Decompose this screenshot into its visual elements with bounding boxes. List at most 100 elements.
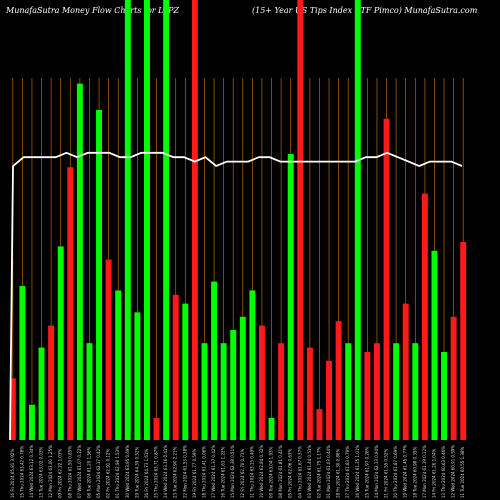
x-tick-label: 07 Wed 2024 61.07 0.22% [77, 445, 82, 498]
bar [96, 110, 103, 440]
x-tick-label: 14 Wed 2024 63.12 0.34% [29, 445, 34, 498]
x-tick-label: 19 Wed 2024 61.45 0.77% [403, 445, 408, 498]
bar [354, 0, 361, 440]
bar [201, 343, 208, 440]
bar [48, 325, 55, 440]
x-tick-label: 08 Mon 2024 61.81 0.41% [278, 445, 283, 498]
bar [76, 83, 83, 440]
x-tick-label: 05 Mon 2024 62.17 0.42% [96, 445, 101, 498]
bar [57, 246, 64, 440]
x-tick-label: 24 Mon 2024 62.13 0.94% [374, 445, 379, 498]
x-tick-label: 17 Mon 2024 61.19 0.12% [422, 445, 427, 498]
bar [38, 347, 45, 440]
bar [278, 343, 285, 440]
x-tick-label: 11 Tue 2024 60.55 1.38% [460, 446, 465, 498]
x-tick-label: 04 Thu 2024 61.67 0.37% [297, 446, 302, 498]
bar [153, 418, 160, 440]
bar [402, 303, 409, 440]
bar [172, 294, 179, 440]
x-tick-label: 22 Mon 2024 61.53 0.38% [182, 445, 187, 498]
x-tick-label: 13 Tue 2024 63.02 0.03% [39, 446, 44, 498]
bar [28, 404, 35, 440]
bar [115, 290, 122, 440]
bar [86, 343, 93, 440]
bar [9, 378, 16, 440]
bar [450, 316, 457, 440]
x-tick-label: 16 Tue 2024 61.63 1.22% [221, 446, 226, 498]
line-series [9, 151, 463, 441]
bar [326, 360, 333, 440]
bar [316, 409, 323, 440]
bar [258, 325, 265, 440]
x-tick-label: 21 Fri 2024 61.55 0.52% [384, 449, 389, 498]
bar [182, 303, 189, 440]
x-tick-label: 15 Thu 2024 63.42 0.78% [19, 446, 24, 498]
bar [268, 418, 275, 440]
bar [220, 343, 227, 440]
x-tick-label: 09 Fri 2024 62.22 1.03% [58, 449, 63, 498]
bar [297, 0, 304, 440]
bar [383, 118, 390, 441]
x-tick-label: 25 Thu 2024 63.71 0.87% [154, 446, 159, 498]
bar [460, 242, 467, 440]
x-tick-label: 18 Tue 2024 60.98 0.35% [412, 446, 417, 498]
x-tick-label: 16 Fri 2024 65.81 3.92% [10, 449, 15, 498]
bar [393, 343, 400, 440]
x-tick-label: 11 Thu 2024 63.15 0.49% [249, 446, 254, 498]
bar [105, 259, 112, 440]
x-tick-label: 26 Wed 2024 61.35 1.01% [355, 445, 360, 498]
x-tick-label: 26 Fri 2024 64.73 1.61% [144, 449, 149, 498]
x-tick-label: 12 Fri 2024 62.70 0.71% [240, 449, 245, 498]
chart-title-left: MunafaSutra Money Flow Charts for LTPZ [6, 6, 180, 15]
bar [373, 343, 380, 440]
bar [249, 290, 256, 440]
x-tick-labels: 16 Fri 2024 65.81 3.92% 15 Thu 2024 63.42… [10, 445, 465, 498]
bar [124, 0, 131, 440]
x-tick-label: 02 Fri 2024 62.91 0.12% [106, 449, 111, 498]
bar [412, 343, 419, 440]
bar [191, 0, 198, 440]
bar [67, 167, 74, 440]
x-tick-label: 30 Wed 2024 63.95 0.69% [125, 445, 130, 498]
x-tick-label: 02 Tue 2024 61.75 1.17% [316, 446, 321, 498]
x-tick-label: 14 Fri 2024 61.26 1.04% [431, 449, 436, 498]
bar [230, 330, 237, 440]
x-tick-label: 19 Fri 2024 61.77 0.59% [192, 449, 197, 498]
x-tick-label: 20 Thu 2024 61.87 0.69% [393, 446, 398, 498]
x-tick-label: 05 Fri 2024 62.06 0.63% [288, 449, 293, 498]
bar [134, 312, 141, 440]
bar [335, 321, 342, 440]
chart-title-right: (15+ Year US Tips Index ETF Pimco) Munaf… [252, 6, 478, 15]
x-tick-label: 12 Wed 2024 60.91 0.59% [451, 445, 456, 498]
bar-series [9, 0, 467, 441]
bar [364, 352, 371, 440]
bar [19, 286, 26, 440]
x-tick-label: 09 Tue 2024 63.04 1.93% [269, 446, 274, 498]
bar [345, 343, 352, 440]
bar [211, 281, 218, 440]
x-tick-label: 15 Mon 2024 62.38 0.51% [230, 445, 235, 498]
x-tick-label: 03 Wed 2024 61.44 0.51% [307, 445, 312, 498]
bar [239, 316, 246, 440]
x-tick-label: 06 Tue 2024 61.20 1.56% [86, 446, 91, 498]
trend-line [9, 151, 463, 441]
bar [143, 0, 150, 440]
x-tick-label: 13 Thu 2024 60.63 0.46% [441, 446, 446, 498]
x-tick-label: 10 Wed 2024 62.84 0.32% [259, 445, 264, 498]
bar [441, 352, 448, 440]
x-tick-label: 23 Tue 2024 62.90 2.21% [173, 446, 178, 498]
bar [163, 0, 170, 440]
x-tick-label: 29 Tue 2024 64.39 0.52% [134, 446, 139, 498]
x-tick-label: 08 Thu 2024 61.59 0.85% [67, 446, 72, 498]
x-tick-label: 01 Thu 2024 62.98 1.53% [115, 446, 120, 498]
x-tick-label: 28 Fri 2024 61.30 0.86% [336, 449, 341, 498]
x-tick-label: 24 Wed 2024 63.16 0.41% [163, 445, 168, 498]
x-tick-label: 27 Thu 2024 61.83 0.79% [345, 446, 350, 498]
x-tick-label: 18 Thu 2024 61.41 0.06% [201, 446, 206, 498]
x-tick-label: 17 Wed 2024 61.37 0.42% [211, 445, 216, 498]
bar [306, 347, 313, 440]
bar [431, 250, 438, 440]
x-tick-label: 01 Mon 2024 61.03 0.44% [326, 445, 331, 498]
bar [287, 154, 294, 440]
